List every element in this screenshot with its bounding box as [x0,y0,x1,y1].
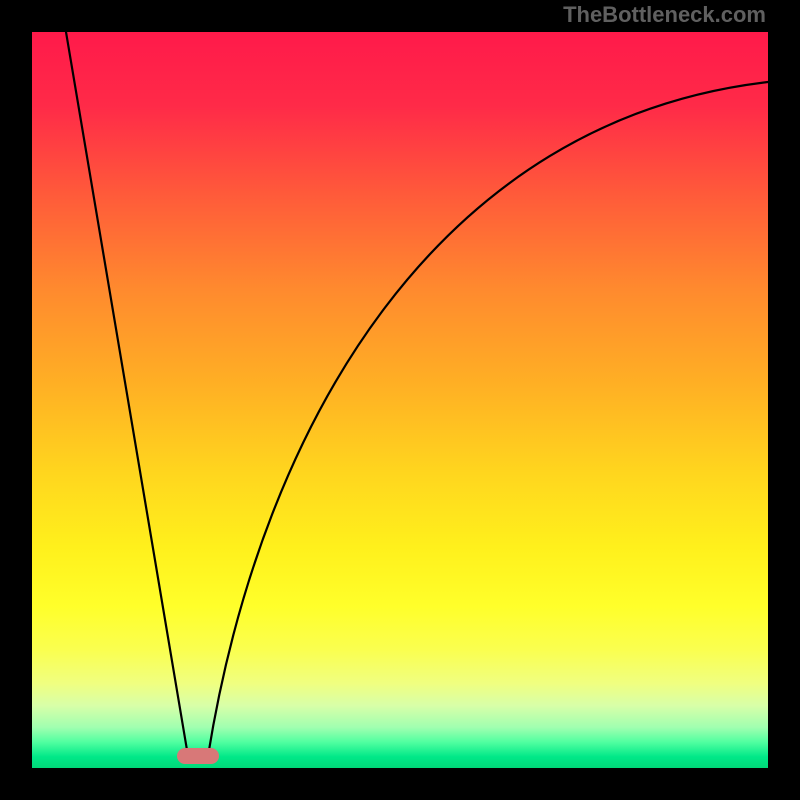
bottleneck-marker [177,748,219,764]
chart-curves [32,32,768,768]
watermark-text: TheBottleneck.com [563,2,766,28]
plot-area [32,32,768,768]
chart-container: TheBottleneck.com [0,0,800,800]
